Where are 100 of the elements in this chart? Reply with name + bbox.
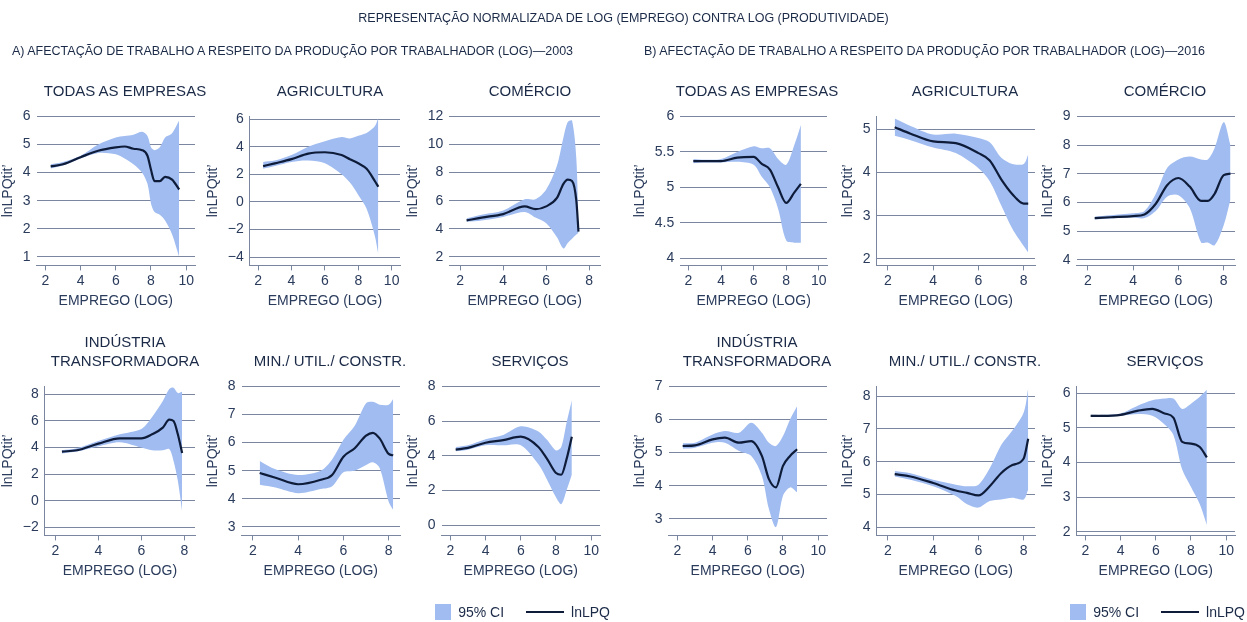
line-series [454, 435, 573, 476]
y-tick-label: 5 [654, 443, 663, 460]
line-series [692, 155, 803, 205]
y-tick-label: 5 [666, 178, 675, 195]
x-tick-label: 8 [1019, 271, 1028, 288]
y-tick-label: 4 [235, 137, 244, 154]
y-tick-label: 4 [1062, 250, 1071, 267]
x-tick-label: 4 [481, 541, 490, 558]
y-tick-label: 6 [427, 411, 436, 428]
y-tick-label: 2 [235, 165, 244, 182]
y-tick-label: 4.5 [654, 213, 675, 230]
x-tick-label: 8 [552, 541, 561, 558]
y-axis-title: lnLPQtit’ [404, 434, 421, 488]
y-tick-label: −2 [227, 220, 244, 237]
chart-title: SERVIÇOS [490, 351, 570, 370]
text: B) AFECTAÇÃO DE TRABALHO A RESPEITO DA PRODUÇÃO POR TRABALHADOR (LOG)—2016 [644, 44, 1206, 58]
y-tick-label: 2 [435, 247, 444, 264]
x-tick-label: 2 [446, 541, 455, 558]
chart-title: AGRICULTURA [276, 82, 384, 99]
y-tick-label: 8 [862, 387, 871, 404]
y-tick-label: 5 [862, 485, 871, 502]
chart-title: SERVIÇOS [1125, 351, 1205, 370]
y-tick-label: 6 [227, 433, 236, 450]
x-tick-label: 2 [249, 541, 257, 558]
x-tick-label: 2 [41, 271, 50, 288]
y-axis-title: lnLPQtit’ [0, 434, 16, 488]
x-tick-label: 8 [1219, 271, 1228, 288]
y-tick-label: 9 [1062, 107, 1071, 124]
x-tick-label: 6 [974, 541, 983, 558]
chart-title: INDÚSTRIA TRANSFORMADORA [681, 332, 833, 370]
x-tick-label: 8 [384, 541, 393, 558]
y-tick-label: 3 [1062, 488, 1071, 505]
line-series [258, 431, 395, 486]
x-tick-label: 6 [1174, 271, 1183, 288]
text: 95% CI [458, 604, 505, 620]
x-axis-title: EMPREGO (LOG) [267, 292, 383, 309]
x-tick-label: 4 [717, 271, 726, 288]
x-axis-title: EMPREGO (LOG) [263, 562, 378, 579]
y-tick-label: 8 [1062, 135, 1071, 152]
x-tick-label: 4 [1129, 271, 1138, 288]
x-tick-label: 4 [1116, 541, 1125, 558]
x-tick-label: 4 [929, 541, 938, 558]
x-tick-label: 2 [884, 271, 892, 288]
x-tick-label: 2 [456, 271, 465, 288]
x-axis-title: EMPREGO (LOG) [1098, 562, 1213, 579]
line-series [262, 151, 380, 188]
x-tick-label: 2 [1081, 541, 1090, 558]
x-tick-label: 8 [1019, 541, 1028, 558]
line-series [465, 178, 580, 233]
x-tick-label: 8 [1187, 541, 1196, 558]
y-tick-label: 2 [1062, 522, 1071, 539]
y-tick-label: 3 [862, 206, 871, 223]
y-axis-title: lnLPQtit’ [631, 164, 648, 218]
x-tick-label: 4 [708, 541, 717, 558]
y-tick-label: 6 [235, 110, 244, 127]
y-axis-title: lnLPQtit’ [1039, 434, 1056, 488]
y-tick-label: 5 [1062, 418, 1071, 435]
x-axis-title: EMPREGO (LOG) [898, 292, 1013, 309]
x-tick-label: 10 [583, 541, 600, 558]
x-tick-label: 6 [1151, 541, 1160, 558]
text: A) AFECTAÇÃO DE TRABALHO A RESPEITO DA PRODUÇÃO POR TRABALHADOR (LOG)—2003 [12, 44, 574, 58]
y-tick-label: 4 [22, 163, 31, 180]
y-axis-title: lnLPQtit’ [839, 164, 856, 218]
x-tick-label: 10 [383, 271, 400, 288]
y-tick-label: 4 [666, 249, 675, 266]
y-tick-label: 3 [22, 191, 31, 208]
x-tick-label: 4 [76, 271, 85, 288]
y-tick-label: 5 [862, 120, 871, 137]
x-axis-title: EMPREGO (LOG) [463, 562, 578, 579]
x-axis-title: EMPREGO (LOG) [696, 292, 811, 309]
chart-title: COMÉRCIO [1123, 82, 1207, 99]
y-tick-label: 3 [227, 517, 236, 534]
line-series [49, 145, 181, 191]
x-tick-label: 6 [111, 271, 120, 288]
y-tick-label: 1 [22, 247, 31, 264]
x-tick-label: 6 [320, 271, 329, 288]
legend-label: lnLPQ [571, 604, 610, 620]
line-series [893, 437, 1030, 497]
y-axis-title: lnLPQtit’ [204, 434, 221, 488]
line-series [60, 418, 184, 455]
x-tick-label: 2 [884, 541, 892, 558]
x-tick-label: 8 [782, 271, 791, 288]
y-tick-label: 4 [227, 489, 236, 506]
chart-title: TODAS AS EMPRESAS [675, 82, 839, 99]
x-tick-label: 2 [684, 271, 693, 288]
y-tick-label: 0 [30, 491, 39, 508]
x-axis-title: EMPREGO (LOG) [58, 292, 173, 309]
line-series [893, 126, 1030, 205]
x-axis-title: EMPREGO (LOG) [467, 292, 582, 309]
y-tick-label: 7 [654, 377, 663, 394]
x-tick-label: 8 [354, 271, 363, 288]
x-tick-label: 6 [749, 271, 758, 288]
x-tick-label: 4 [294, 541, 303, 558]
y-tick-label: 0 [427, 515, 436, 532]
x-tick-label: 6 [974, 271, 983, 288]
text: 95% CI [1093, 604, 1140, 620]
y-tick-label: 5 [227, 461, 236, 478]
line-series [1089, 407, 1208, 459]
y-tick-label: 5.5 [654, 142, 675, 159]
y-axis-title: lnLPQtit’ [839, 434, 856, 488]
